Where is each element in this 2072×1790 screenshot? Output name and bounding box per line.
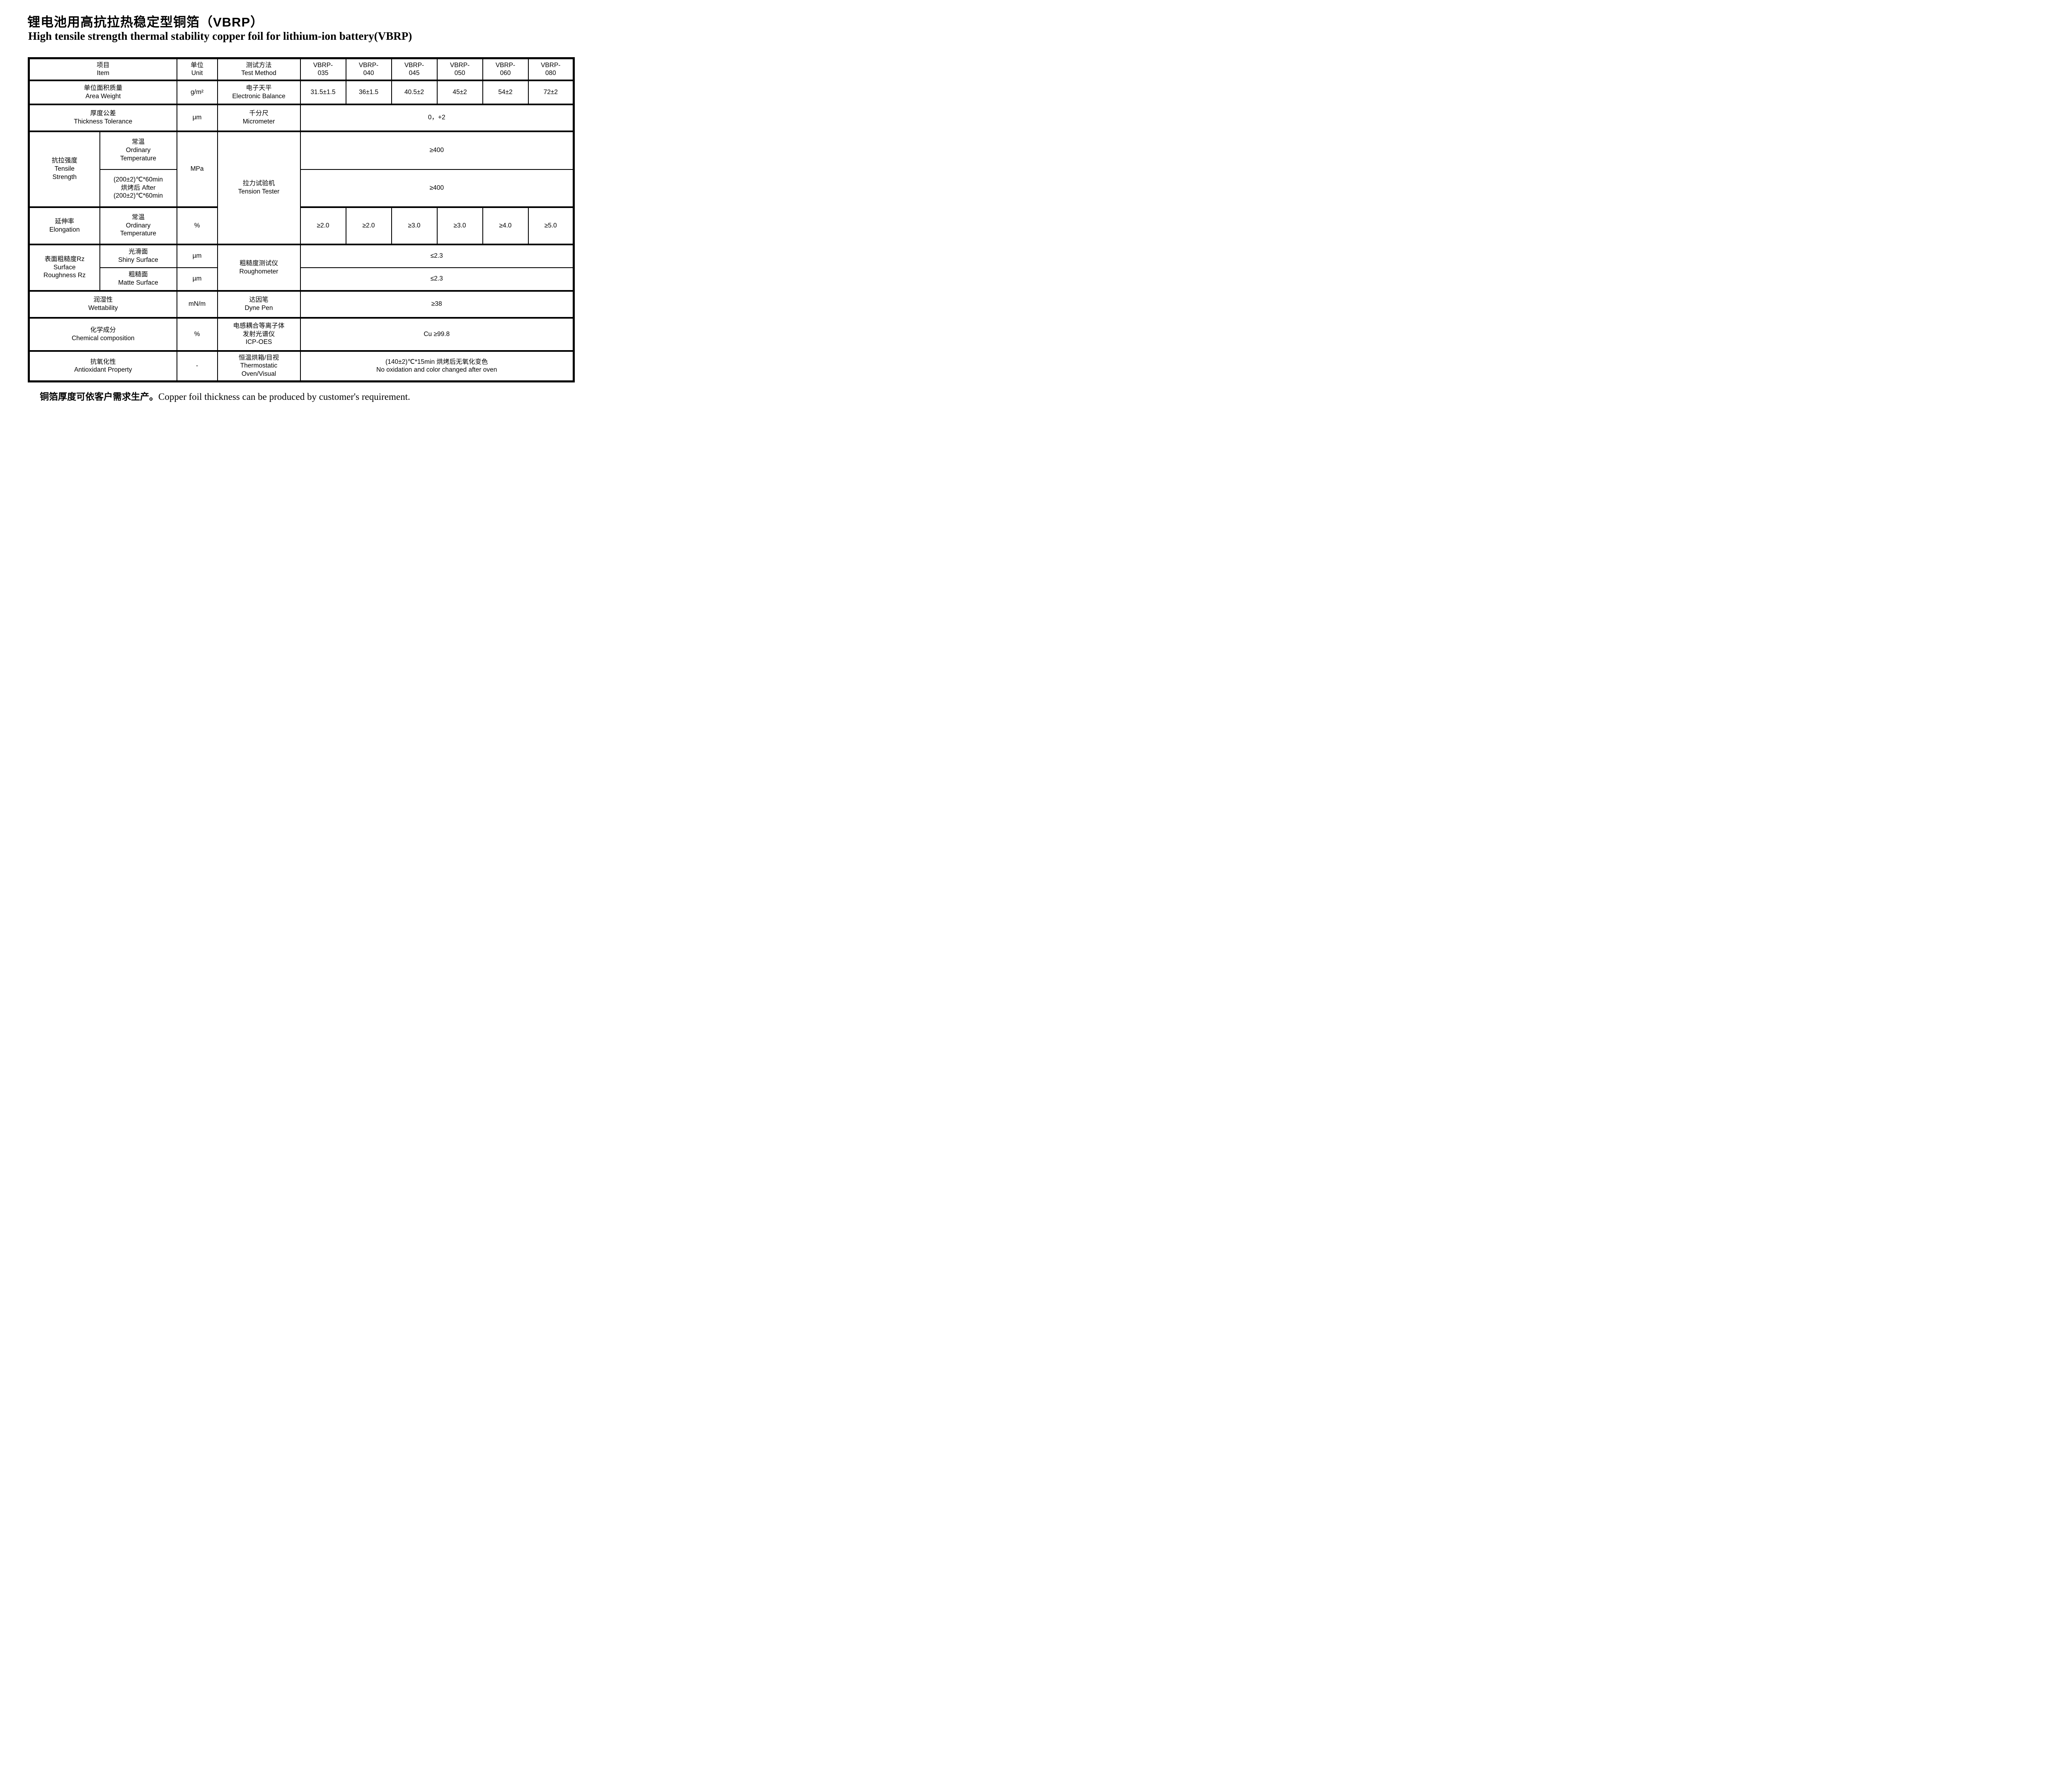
tensile-unit: MPa bbox=[176, 130, 218, 208]
elongation-value-060: ≥4.0 bbox=[482, 206, 529, 245]
wettability-value: ≥38 bbox=[300, 290, 574, 318]
roughness-matte-value: ≤2.3 bbox=[300, 267, 574, 291]
row-chemical-composition: 化学成分 Chemical composition % 电感耦合等离子体 发射光… bbox=[28, 317, 574, 351]
row-wettability: 润湿性 Wettability mN/m 达因笔 Dyne Pen ≥38 bbox=[28, 290, 574, 318]
area-weight-value-080: 72±2 bbox=[528, 79, 574, 105]
row-elongation: 延伸率 Elongation 常温 Ordinary Temperature %… bbox=[28, 206, 574, 245]
roughness-shiny-condition: 光滑面 Shiny Surface bbox=[99, 243, 177, 268]
area-weight-method: 电子天平 Electronic Balance bbox=[217, 79, 301, 105]
roughness-shiny-unit: µm bbox=[176, 243, 218, 268]
wettability-item: 润湿性 Wettability bbox=[28, 290, 177, 318]
footer-note: 铜箔厚度可依客户需求生产。Copper foil thickness can b… bbox=[40, 389, 410, 403]
header-item: 项目 Item bbox=[28, 58, 177, 81]
roughness-shiny-value: ≤2.3 bbox=[300, 243, 574, 268]
row-thickness-tolerance: 厚度公差 Thickness Tolerance μm 千分尺 Micromet… bbox=[28, 103, 574, 132]
elongation-value-045: ≥3.0 bbox=[391, 206, 438, 245]
elongation-unit: % bbox=[176, 206, 218, 245]
table-header-row: 项目 Item 单位 Unit 测试方法 Test Method VBRP- 0… bbox=[28, 58, 574, 81]
spec-table: 项目 Item 单位 Unit 测试方法 Test Method VBRP- 0… bbox=[28, 57, 575, 382]
area-weight-value-050: 45±2 bbox=[436, 79, 483, 105]
area-weight-value-045: 40.5±2 bbox=[391, 79, 438, 105]
elongation-value-080: ≥5.0 bbox=[528, 206, 574, 245]
roughness-matte-unit: µm bbox=[176, 267, 218, 291]
elongation-value-040: ≥2.0 bbox=[345, 206, 392, 245]
elongation-value-050: ≥3.0 bbox=[436, 206, 483, 245]
chemical-value: Cu ≥99.8 bbox=[300, 317, 574, 351]
thickness-unit: μm bbox=[176, 103, 218, 132]
header-test-method: 测试方法 Test Method bbox=[217, 58, 301, 81]
tensile-elongation-method: 拉力试验机 Tension Tester bbox=[217, 130, 301, 245]
header-model-vbrp-050: VBRP- 050 bbox=[436, 58, 483, 81]
header-model-vbrp-045: VBRP- 045 bbox=[391, 58, 438, 81]
page-title-en: High tensile strength thermal stability … bbox=[28, 30, 412, 42]
header-model-vbrp-040: VBRP- 040 bbox=[345, 58, 392, 81]
tensile-ordinary-condition: 常温 Ordinary Temperature bbox=[99, 130, 177, 170]
antioxidant-method: 恒温烘箱/目视 Thermostatic Oven/Visual bbox=[217, 350, 301, 382]
footer-note-en: Copper foil thickness can be produced by… bbox=[158, 392, 410, 402]
page-title-cn: 锂电池用高抗拉热稳定型铜箔（VBRP） bbox=[27, 15, 264, 29]
chemical-method: 电感耦合等离子体 发射光谱仪 ICP-OES bbox=[217, 317, 301, 351]
wettability-method: 达因笔 Dyne Pen bbox=[217, 290, 301, 318]
row-tensile-baked: (200±2)℃*60min 烘烤后 After (200±2)℃*60min … bbox=[29, 169, 574, 208]
tensile-baked-value: ≥400 bbox=[300, 169, 574, 208]
area-weight-unit: g/m² bbox=[176, 79, 218, 105]
row-area-weight: 单位面积质量 Area Weight g/m² 电子天平 Electronic … bbox=[28, 79, 574, 105]
roughness-item: 表面粗糙度Rz Surface Roughness Rz bbox=[28, 243, 100, 291]
roughness-method: 粗糙度测试仪 Roughometer bbox=[217, 243, 301, 291]
wettability-unit: mN/m bbox=[176, 290, 218, 318]
elongation-condition: 常温 Ordinary Temperature bbox=[99, 206, 177, 245]
footer-note-cn: 铜箔厚度可依客户需求生产。 bbox=[40, 392, 159, 402]
antioxidant-item: 抗氧化性 Antioxidant Property bbox=[28, 350, 177, 382]
row-roughness-shiny: 表面粗糙度Rz Surface Roughness Rz 光滑面 Shiny S… bbox=[28, 243, 574, 291]
row-roughness-matte: 粗糙面 Matte Surface µm ≤2.3 bbox=[29, 267, 574, 291]
tensile-item: 抗拉强度 Tensile Strength bbox=[28, 130, 100, 208]
thickness-value: 0，+2 bbox=[300, 103, 574, 132]
header-model-vbrp-060: VBRP- 060 bbox=[482, 58, 529, 81]
chemical-unit: % bbox=[176, 317, 218, 351]
row-antioxidant: 抗氧化性 Antioxidant Property - 恒温烘箱/目视 Ther… bbox=[28, 350, 574, 382]
area-weight-value-040: 36±1.5 bbox=[345, 79, 392, 105]
thickness-item: 厚度公差 Thickness Tolerance bbox=[28, 103, 177, 132]
antioxidant-value: (140±2)℃*15min 烘烤后无氧化变色 No oxidation and… bbox=[300, 350, 574, 382]
chemical-item: 化学成分 Chemical composition bbox=[28, 317, 177, 351]
roughness-matte-condition: 粗糙面 Matte Surface bbox=[99, 267, 177, 291]
row-tensile-ordinary: 抗拉强度 Tensile Strength 常温 Ordinary Temper… bbox=[28, 130, 574, 245]
area-weight-value-035: 31.5±1.5 bbox=[300, 79, 346, 105]
tensile-baked-condition: (200±2)℃*60min 烘烤后 After (200±2)℃*60min bbox=[99, 169, 177, 208]
header-unit: 单位 Unit bbox=[176, 58, 218, 81]
area-weight-value-060: 54±2 bbox=[482, 79, 529, 105]
area-weight-item: 单位面积质量 Area Weight bbox=[28, 79, 177, 105]
antioxidant-unit: - bbox=[176, 350, 218, 382]
elongation-item: 延伸率 Elongation bbox=[28, 206, 100, 245]
header-model-vbrp-080: VBRP- 080 bbox=[528, 58, 574, 81]
tensile-ordinary-value: ≥400 bbox=[300, 130, 574, 170]
thickness-method: 千分尺 Micrometer bbox=[217, 103, 301, 132]
document-page: 锂电池用高抗拉热稳定型铜箔（VBRP） High tensile strengt… bbox=[0, 0, 597, 448]
elongation-value-035: ≥2.0 bbox=[300, 206, 346, 245]
header-model-vbrp-035: VBRP- 035 bbox=[300, 58, 346, 81]
